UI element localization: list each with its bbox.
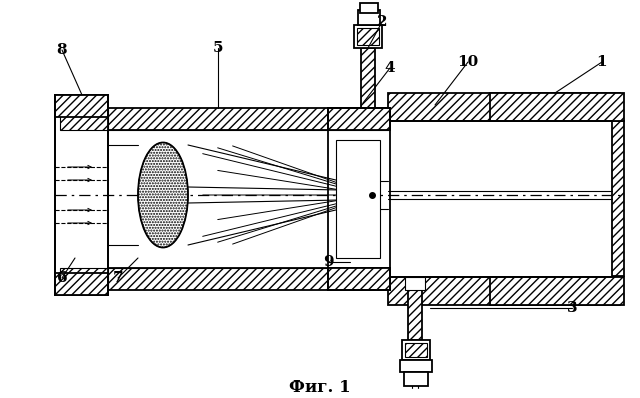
Bar: [354, 25, 382, 48]
Text: 7: 7: [113, 271, 124, 285]
Bar: [55, 95, 108, 295]
Text: 2: 2: [377, 15, 387, 29]
Ellipse shape: [138, 142, 188, 248]
Bar: [336, 140, 380, 258]
Text: Фиг. 1: Фиг. 1: [289, 380, 351, 396]
Bar: [490, 93, 624, 121]
Text: 3: 3: [566, 301, 577, 315]
Text: 9: 9: [323, 255, 333, 269]
Bar: [108, 108, 390, 130]
Bar: [360, 3, 378, 13]
Bar: [55, 273, 108, 295]
Bar: [388, 277, 620, 305]
Text: 8: 8: [57, 43, 67, 57]
Text: 5: 5: [212, 41, 223, 55]
Bar: [60, 108, 108, 130]
Bar: [388, 93, 620, 121]
Text: 4: 4: [385, 61, 396, 75]
Text: 10: 10: [458, 55, 479, 69]
Bar: [55, 95, 108, 117]
Bar: [490, 277, 624, 305]
Text: 1: 1: [596, 55, 607, 69]
Bar: [405, 277, 425, 290]
Bar: [60, 268, 108, 290]
Bar: [612, 121, 624, 276]
Bar: [402, 340, 430, 360]
Bar: [357, 28, 379, 45]
Bar: [408, 290, 422, 340]
Bar: [358, 10, 380, 25]
Bar: [405, 343, 427, 357]
Bar: [328, 108, 390, 130]
Bar: [108, 268, 390, 290]
Bar: [404, 372, 428, 386]
Text: 6: 6: [57, 271, 67, 285]
Bar: [400, 360, 432, 372]
Bar: [328, 268, 390, 290]
Bar: [361, 48, 375, 108]
